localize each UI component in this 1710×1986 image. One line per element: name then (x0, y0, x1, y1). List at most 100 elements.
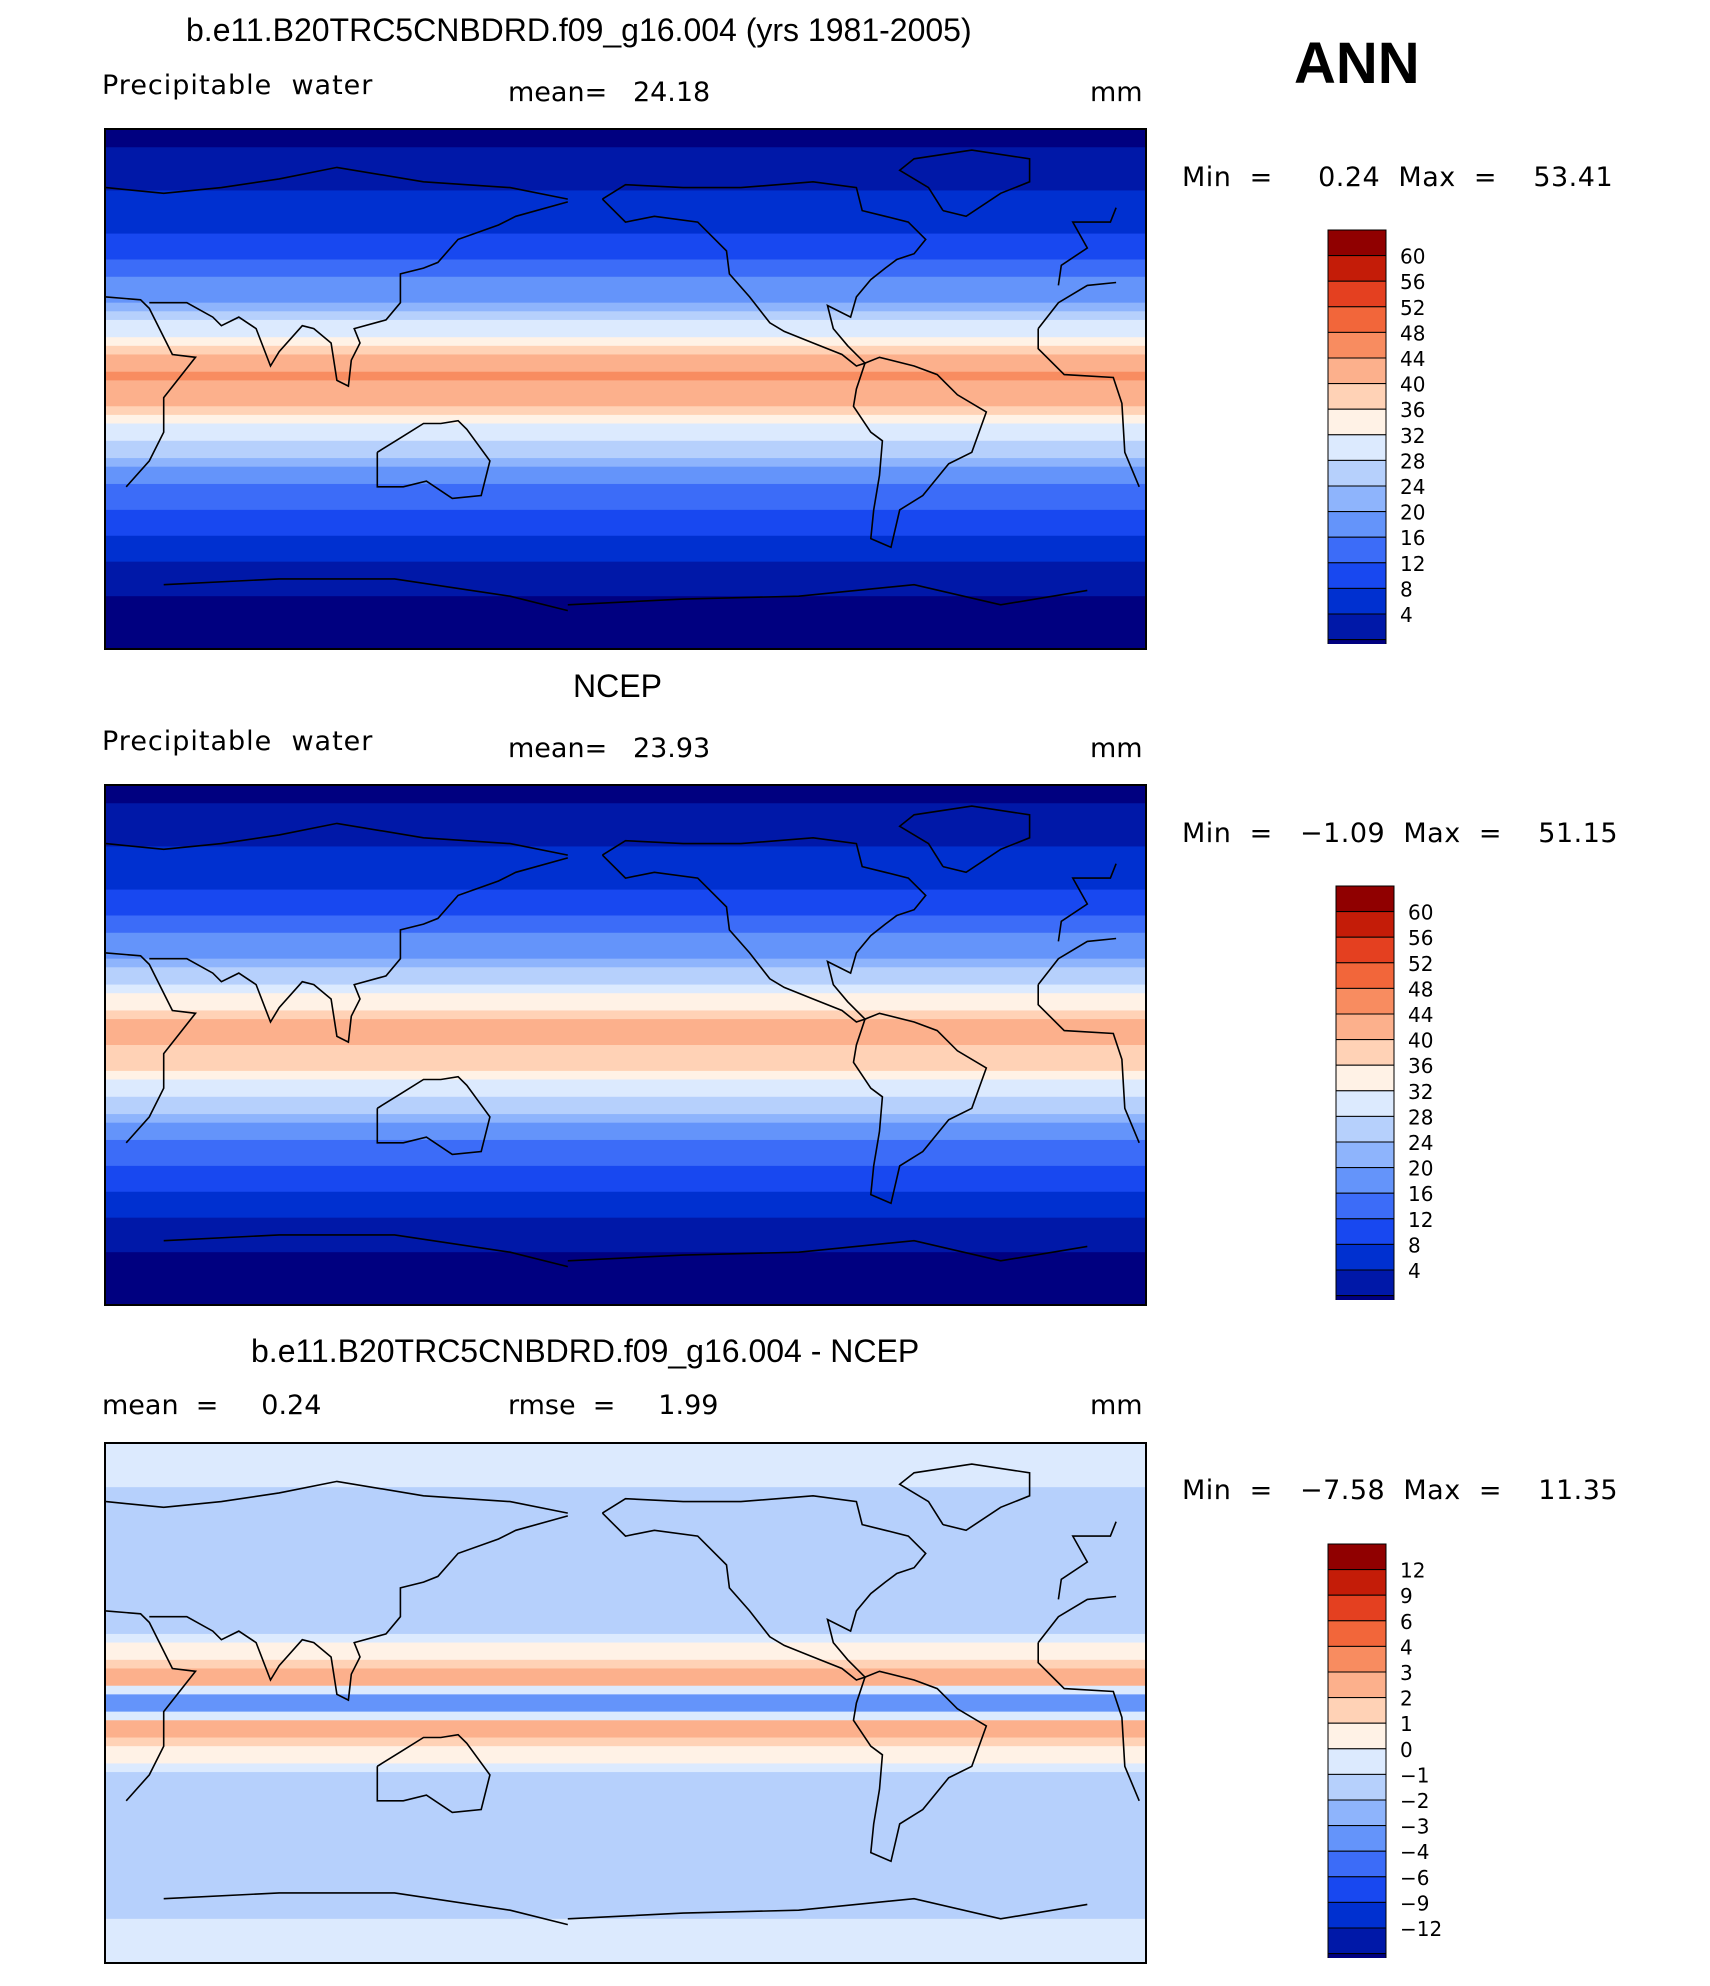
panel1-field-band (106, 147, 1145, 157)
panel1-field-band (106, 622, 1145, 632)
panel2-colorbar-swatch (1335, 1192, 1395, 1220)
panel3-colorbar-swatch (1327, 1825, 1387, 1852)
panel2-field-band (106, 1157, 1145, 1167)
panel1-field-band (106, 604, 1145, 615)
panel1-field-band (106, 561, 1145, 572)
panel2-colorbar-swatch (1335, 987, 1395, 1015)
panel1-field-band (106, 130, 1145, 140)
panel2-field-band (106, 941, 1145, 952)
panel1-colorbar-tick-label: 48 (1400, 321, 1425, 345)
panel2-colorbar-tick-label: 24 (1408, 1131, 1433, 1155)
panel2-colorbar-tick-label: 52 (1408, 952, 1433, 976)
panel3-field-band (106, 1797, 1145, 1808)
season-label: ANN (1294, 31, 1420, 96)
panel3-field-band (106, 1599, 1145, 1610)
panel2-field-band (106, 1226, 1145, 1236)
panel1-field-band (106, 492, 1145, 503)
panel3-coastline (1037, 1595, 1117, 1644)
panel2-coastline (898, 805, 1031, 874)
panel3-field-band (106, 1772, 1145, 1782)
panel1-colorbar-swatch (1327, 511, 1387, 538)
panel3-colorbar-tick-label: 6 (1400, 1610, 1413, 1634)
panel1-field-band (106, 570, 1145, 580)
panel3-colorbar-tick-label: 0 (1400, 1738, 1413, 1762)
panel2-map-field (106, 786, 1145, 1304)
panel2-field-band (106, 1191, 1145, 1202)
panel2-coastline (106, 952, 198, 1144)
panel3-field-band (106, 1875, 1145, 1886)
panel1-field-band (106, 449, 1145, 460)
panel1-colorbar-swatch (1327, 408, 1387, 436)
panel3-colorbar-tick-label: −9 (1400, 1891, 1429, 1915)
panel1-min-max: Min = 0.24 Max = 53.41 (1182, 162, 1614, 193)
panel1-field-band (106, 224, 1145, 235)
panel1-field-band (106, 181, 1145, 192)
panel3-field-band (106, 1841, 1145, 1851)
panel1-field-band (106, 483, 1145, 494)
panel2-field-band (106, 958, 1145, 969)
panel3-field-band (106, 1927, 1145, 1938)
panel2-field-band (106, 1234, 1145, 1245)
panel1-field-band (106, 596, 1145, 606)
panel3-field-band (106, 1685, 1145, 1696)
panel1-field-band (106, 613, 1145, 624)
panel3-colorbar-tick-label: 2 (1400, 1687, 1413, 1711)
panel2-min-max: Min = −1.09 Max = 51.15 (1182, 818, 1619, 849)
panel1-field-band (106, 578, 1145, 589)
panel3-field-band (106, 1495, 1145, 1506)
panel2-field-band (106, 880, 1145, 891)
panel2-field-band (106, 1217, 1145, 1228)
panel2-mean-label: mean= 23.93 (508, 733, 711, 764)
panel2-field-band (106, 967, 1145, 977)
panel1-field-band (106, 639, 1145, 648)
panel1-field-band (106, 138, 1145, 149)
panel3-field-band (106, 1823, 1145, 1834)
panel3-coastline (1057, 1521, 1117, 1600)
panel3-colorbar-swatch (1327, 1901, 1387, 1929)
panel1-field-band (106, 354, 1145, 365)
panel1-field-band (106, 345, 1145, 356)
panel3-field-band (106, 1789, 1145, 1799)
panel1-field-band (106, 527, 1145, 537)
panel3-field-band (106, 1918, 1145, 1929)
panel1-colorbar-swatch (1327, 331, 1387, 359)
panel3-field-band (106, 1444, 1145, 1454)
panel3-colorbar-swatch (1327, 1953, 1387, 1980)
panel2-coastline (106, 822, 568, 856)
panel1-map (104, 128, 1147, 650)
panel2-field-band (106, 837, 1145, 848)
panel1-colorbar-tick-label: 24 (1400, 475, 1425, 499)
panel1-colorbar-swatch (1327, 562, 1387, 589)
panel2-field-band (106, 1088, 1145, 1098)
panel2-field-band (106, 1010, 1145, 1021)
panel2-field-band (106, 993, 1145, 1003)
panel3-field-band (106, 1633, 1145, 1644)
panel1-coastline (106, 166, 568, 200)
panel2-colorbar-tick-label: 48 (1408, 977, 1433, 1001)
panel2-colorbar-swatch (1335, 1013, 1395, 1041)
panel2-field-band (106, 1001, 1145, 1012)
panel3-field-band (106, 1944, 1145, 1955)
panel2-field-band (106, 950, 1145, 960)
panel3-field-band (106, 1556, 1145, 1566)
panel3-coastline (376, 1733, 491, 1814)
panel2-colorbar-tick-label: 36 (1408, 1054, 1433, 1078)
panel2-field-band (106, 1045, 1145, 1055)
panel2-field-band (106, 1139, 1145, 1150)
panel1-field-band (106, 440, 1145, 451)
panel1-field-band (106, 466, 1145, 477)
panel3-colorbar-swatch (1327, 1773, 1387, 1801)
panel3-colorbar-tick-label: 4 (1400, 1635, 1413, 1659)
panel3-field-band (106, 1469, 1145, 1480)
panel2-field-band (106, 1165, 1145, 1176)
panel2-field-band (106, 1286, 1145, 1297)
panel1-colorbar-tick-label: 56 (1400, 270, 1425, 294)
panel1-coastline (567, 583, 1088, 606)
panel3-field-band (106, 1815, 1145, 1825)
panel2-coastline (852, 1012, 988, 1205)
panel2-field-band (106, 1053, 1145, 1064)
panel1-colorbar-tick-label: 12 (1400, 552, 1425, 576)
panel3-colorbar-swatch (1327, 1594, 1387, 1622)
panel2-colorbar-tick-label: 32 (1408, 1080, 1433, 1104)
panel1-colorbar-swatch (1327, 229, 1387, 257)
